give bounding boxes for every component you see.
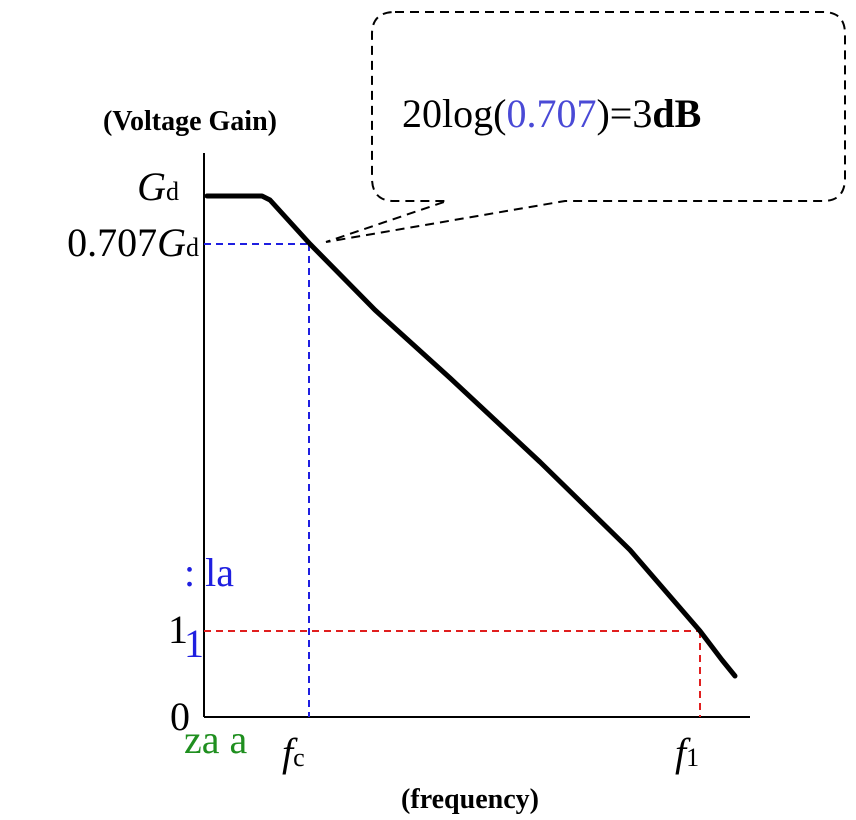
y-tick-gd-sub: d	[166, 177, 179, 206]
left-fragment-3: za a	[184, 717, 248, 762]
x-axis-title: (frequency)	[401, 784, 539, 815]
y-tick-gd707-coef: 0.707	[67, 220, 157, 265]
y-tick-gd707-main: G	[157, 220, 186, 265]
callout-value: 0.707	[506, 91, 596, 136]
origin-label: 0	[170, 694, 190, 739]
callout-prefix: 20log(	[402, 91, 506, 136]
y-tick-gd: Gd	[137, 164, 179, 209]
x-tick-fc: fc	[282, 730, 305, 775]
y-tick-one: 1	[168, 607, 188, 652]
callout-suffix: )=3	[596, 91, 652, 136]
x-tick-f1-sub: 1	[686, 743, 699, 772]
left-fragment-2: 1	[184, 621, 204, 666]
left-fragment-1: : la	[184, 550, 234, 595]
y-axis-title: (Voltage Gain)	[103, 106, 277, 137]
gain-curve	[204, 193, 738, 679]
y-tick-gd707: 0.707Gd	[67, 220, 199, 265]
x-tick-fc-sub: c	[293, 743, 305, 772]
callout-text: 20log(0.707)=3dB	[402, 91, 701, 136]
callout-unit: dB	[652, 91, 701, 136]
y-tick-gd-main: G	[137, 164, 166, 209]
callout-bubble	[325, 11, 846, 243]
x-tick-f1: f1	[675, 730, 699, 775]
y-tick-gd707-sub: d	[186, 233, 199, 262]
